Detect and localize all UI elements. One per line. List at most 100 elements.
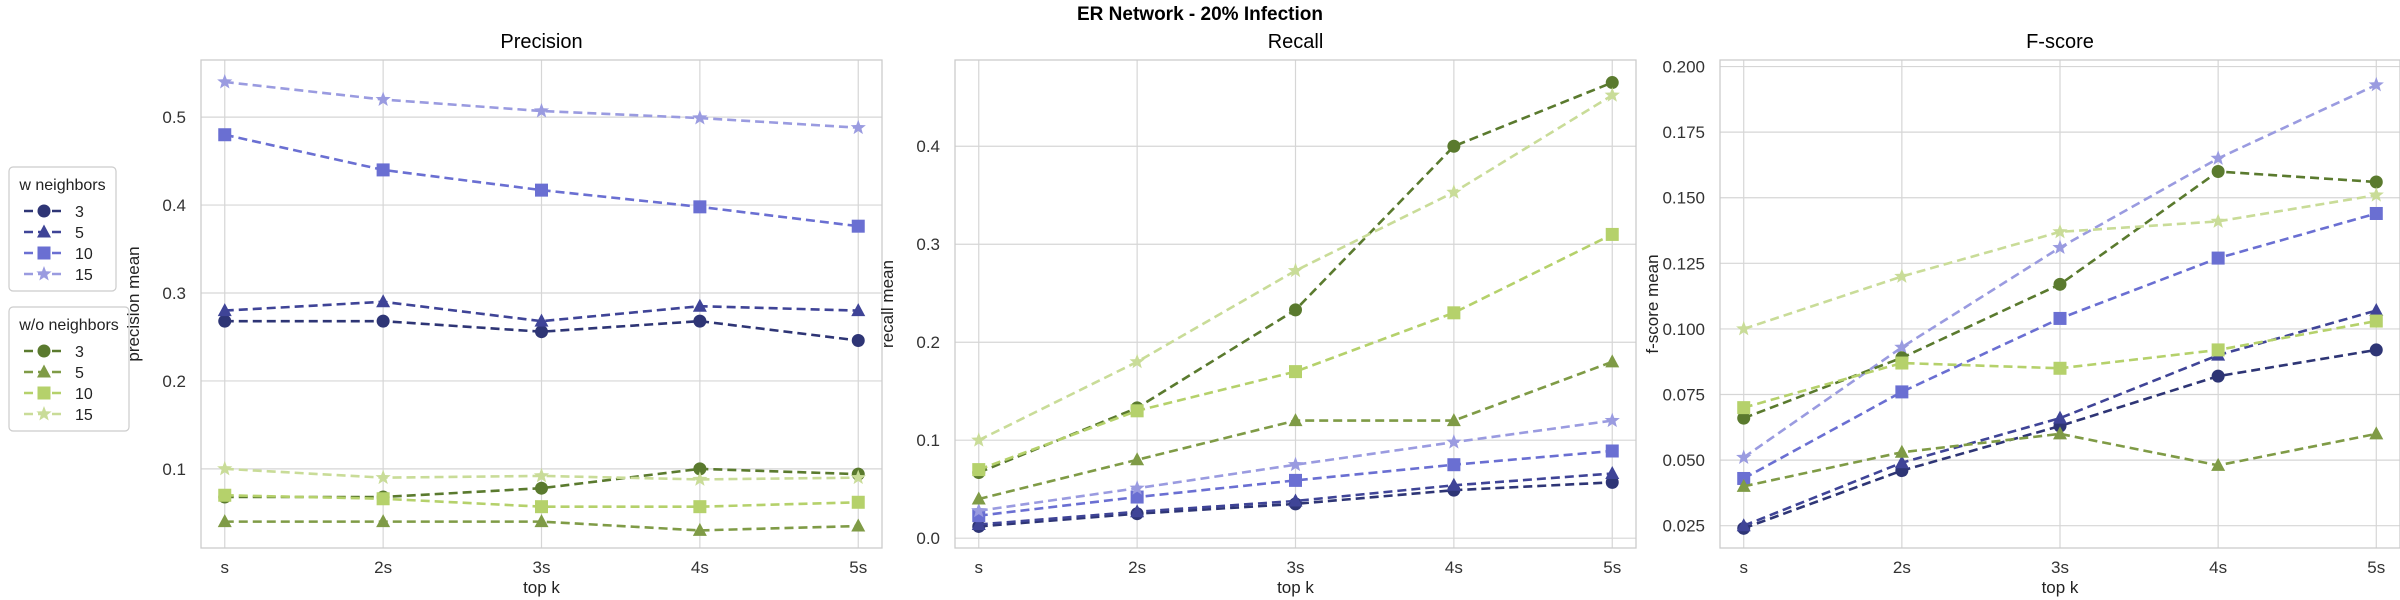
data-point xyxy=(1447,458,1461,472)
data-point xyxy=(533,467,550,483)
data-point xyxy=(376,314,390,328)
legend-label: 10 xyxy=(75,246,93,263)
series-w-neighbors-10 xyxy=(218,128,865,233)
legend-marker xyxy=(37,386,51,400)
series-line xyxy=(1743,309,2377,527)
series-line xyxy=(978,472,1613,526)
y-tick-label: 0.1 xyxy=(916,431,940,450)
y-tick-label: 0.025 xyxy=(1662,517,1705,536)
x-tick-label: 2s xyxy=(1128,558,1146,577)
series-w-o-neighbors-15 xyxy=(1736,187,2384,336)
data-point xyxy=(2369,175,2383,189)
legend-box xyxy=(8,166,117,292)
data-point xyxy=(1894,455,1909,469)
data-point xyxy=(2369,314,2383,328)
data-point xyxy=(1289,303,1302,317)
data-point xyxy=(1287,456,1304,472)
legend-label: 3 xyxy=(75,204,84,221)
data-point xyxy=(1446,477,1461,491)
legend-w-neighbors: w neighbors 3 5 10 15 xyxy=(8,166,117,292)
data-point xyxy=(535,500,548,514)
data-point xyxy=(2053,410,2067,424)
data-point xyxy=(1446,434,1462,449)
data-point xyxy=(376,294,391,308)
data-point xyxy=(851,495,865,509)
series-w-o-neighbors-5 xyxy=(1736,426,2384,492)
data-point xyxy=(971,432,987,447)
y-tick-label: 0.2 xyxy=(162,372,186,391)
data-point xyxy=(692,471,708,486)
data-point xyxy=(1129,480,1145,495)
data-point xyxy=(218,488,232,502)
data-point xyxy=(535,481,548,495)
x-tick-label: 4s xyxy=(1445,558,1463,577)
legend-item: 10 xyxy=(24,246,93,263)
legend-label: 5 xyxy=(75,365,84,382)
x-axis-label: top k xyxy=(523,578,560,597)
data-point xyxy=(1895,385,1909,399)
x-axis-label: top k xyxy=(2042,578,2079,597)
data-point xyxy=(1895,356,1909,370)
plot-frame xyxy=(200,59,883,549)
legend-title: w neighbors xyxy=(18,177,105,194)
data-point xyxy=(376,163,390,177)
x-tick-label: 2s xyxy=(374,558,392,577)
series-w-neighbors-15 xyxy=(1736,76,2384,464)
legend-marker xyxy=(37,364,51,378)
y-axis-label: f-score mean xyxy=(1643,254,1662,353)
x-tick-label: s xyxy=(221,558,230,577)
legend-title: w/o neighbors xyxy=(18,317,119,334)
y-tick-label: 0.3 xyxy=(162,284,186,303)
y-tick-label: 0.175 xyxy=(1662,123,1705,142)
data-point xyxy=(1737,411,1751,425)
data-point xyxy=(971,516,986,530)
f-score-title: F-score xyxy=(2026,31,2094,53)
data-point xyxy=(1894,444,1909,458)
data-point xyxy=(1130,404,1144,418)
y-axis-label: recall mean xyxy=(878,260,897,348)
data-point xyxy=(1604,412,1620,428)
series-line xyxy=(978,419,1613,513)
data-point xyxy=(1736,478,1751,492)
y-tick-label: 0.3 xyxy=(916,235,940,254)
data-point xyxy=(1288,413,1303,427)
data-point xyxy=(1604,87,1620,102)
data-point xyxy=(1737,401,1751,415)
data-point xyxy=(1605,444,1619,458)
legend-marker xyxy=(36,266,52,281)
y-tick-label: 0.200 xyxy=(1662,58,1705,77)
y-tick-label: 0.1 xyxy=(162,460,186,479)
x-tick-label: 4s xyxy=(2209,558,2227,577)
plot-frame xyxy=(1719,59,2400,549)
data-point xyxy=(1130,504,1145,518)
data-point xyxy=(850,119,866,135)
data-point xyxy=(1737,471,1751,485)
data-point xyxy=(1736,449,1752,464)
data-point xyxy=(2053,426,2067,440)
legend-item: 15 xyxy=(24,266,93,284)
series-w-neighbors-5 xyxy=(1736,303,2384,532)
data-point xyxy=(2210,150,2226,165)
series-line xyxy=(224,80,859,129)
legend-label: 15 xyxy=(75,267,93,284)
data-point xyxy=(535,183,548,197)
series-w-neighbors-10 xyxy=(1737,206,2383,485)
legend-item: 5 xyxy=(24,224,84,242)
data-point xyxy=(851,219,865,233)
series-w-o-neighbors-10 xyxy=(972,227,1619,477)
data-point xyxy=(693,500,707,514)
data-point xyxy=(692,522,707,536)
legend-item: 15 xyxy=(24,406,93,424)
y-tick-label: 0.075 xyxy=(1662,386,1705,405)
legend-label: 10 xyxy=(75,386,93,403)
data-point xyxy=(1287,262,1304,278)
data-point xyxy=(851,303,866,317)
series-w-neighbors-5 xyxy=(217,294,866,327)
data-point xyxy=(1130,490,1144,504)
data-point xyxy=(2369,343,2383,357)
data-point xyxy=(2211,457,2226,471)
series-line xyxy=(978,233,1613,471)
f-score-panel: F-score 0.025 0.050 0.075 0.100 0.125 0.150 0.1… xyxy=(1643,31,2400,597)
grid xyxy=(1720,60,2400,548)
data-point xyxy=(1446,413,1461,427)
